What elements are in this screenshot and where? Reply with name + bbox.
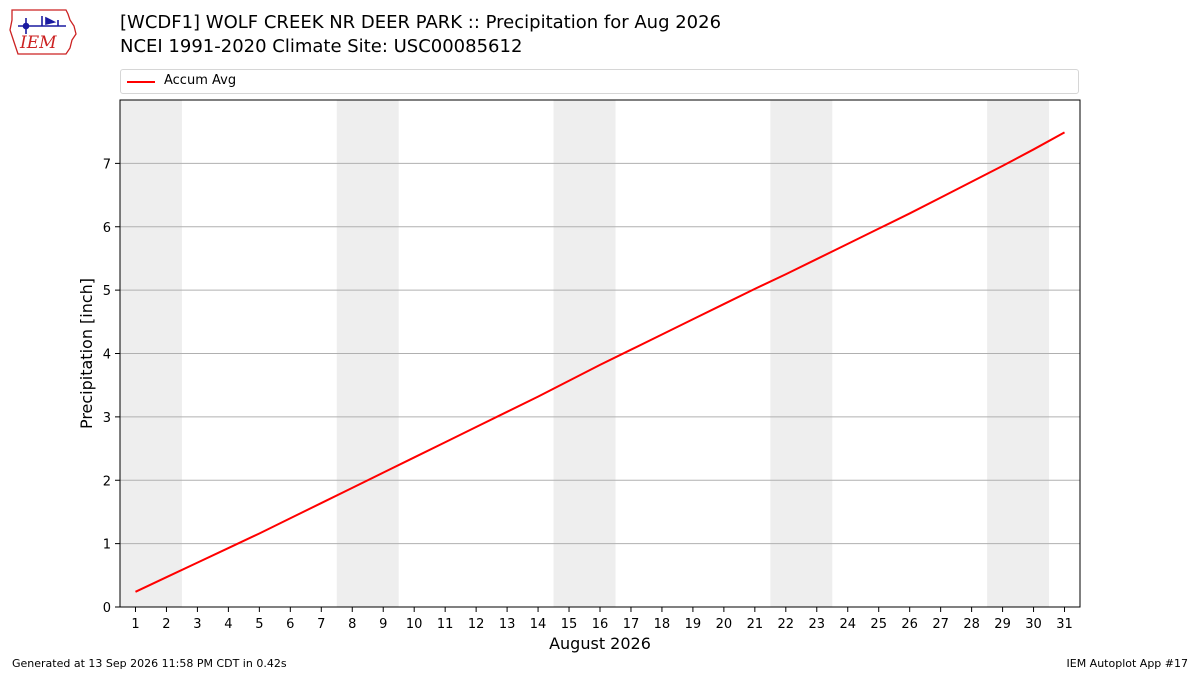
y-tick-label-5: 5 — [103, 284, 111, 299]
x-tick-label-18: 18 — [654, 617, 671, 632]
x-tick-label-2: 2 — [162, 617, 170, 632]
y-tick-label-6: 6 — [103, 221, 111, 236]
x-tick-label-28: 28 — [963, 617, 980, 632]
y-tick-label-2: 2 — [103, 474, 111, 489]
x-tick-label-9: 9 — [379, 617, 387, 632]
x-tick-label-6: 6 — [286, 617, 294, 632]
chart-subtitle: NCEI 1991-2020 Climate Site: USC00085612 — [120, 36, 523, 57]
chart-title: [WCDF1] WOLF CREEK NR DEER PARK :: Preci… — [120, 12, 722, 33]
x-tick-label-10: 10 — [406, 617, 423, 632]
x-tick-label-7: 7 — [317, 617, 325, 632]
y-tick-label-0: 0 — [103, 601, 111, 616]
x-tick-label-8: 8 — [348, 617, 356, 632]
weather-station-icon — [18, 16, 66, 34]
generated-timestamp: Generated at 13 Sep 2026 11:58 PM CDT in… — [12, 657, 287, 670]
x-tick-label-31: 31 — [1056, 617, 1073, 632]
x-tick-label-15: 15 — [561, 617, 578, 632]
x-tick-label-11: 11 — [437, 617, 454, 632]
y-axis-label: Precipitation [inch] — [77, 278, 96, 429]
x-tick-label-27: 27 — [932, 617, 949, 632]
series-line-1 — [135, 131, 1066, 593]
x-tick-label-23: 23 — [809, 617, 826, 632]
x-tick-label-22: 22 — [778, 617, 795, 632]
x-tick-label-29: 29 — [994, 617, 1011, 632]
legend: Accum Avg — [120, 69, 1079, 94]
legend-swatch-accum-avg — [127, 81, 155, 83]
y-tick-label-3: 3 — [103, 411, 111, 426]
x-tick-label-16: 16 — [592, 617, 609, 632]
app-label: IEM Autoplot App #17 — [1066, 657, 1189, 670]
x-tick-label-19: 19 — [685, 617, 702, 632]
x-tick-label-14: 14 — [530, 617, 547, 632]
x-tick-label-30: 30 — [1025, 617, 1042, 632]
x-tick-label-1: 1 — [131, 617, 139, 632]
x-tick-label-26: 26 — [901, 617, 918, 632]
x-tick-label-4: 4 — [224, 617, 232, 632]
iem-logo: IEM — [9, 9, 77, 55]
x-tick-label-24: 24 — [839, 617, 856, 632]
y-tick-label-1: 1 — [103, 538, 111, 553]
y-tick-label-4: 4 — [103, 348, 111, 363]
y-tick-label-7: 7 — [103, 157, 111, 172]
x-tick-label-17: 17 — [623, 617, 640, 632]
legend-label-accum-avg: Accum Avg — [164, 73, 237, 88]
x-tick-label-12: 12 — [468, 617, 485, 632]
x-tick-label-20: 20 — [716, 617, 733, 632]
x-tick-label-21: 21 — [747, 617, 764, 632]
x-tick-label-13: 13 — [499, 617, 516, 632]
x-tick-label-5: 5 — [255, 617, 263, 632]
x-tick-label-25: 25 — [870, 617, 887, 632]
x-axis-label: August 2026 — [549, 634, 651, 653]
x-tick-label-3: 3 — [193, 617, 201, 632]
logo-text: IEM — [19, 33, 57, 53]
